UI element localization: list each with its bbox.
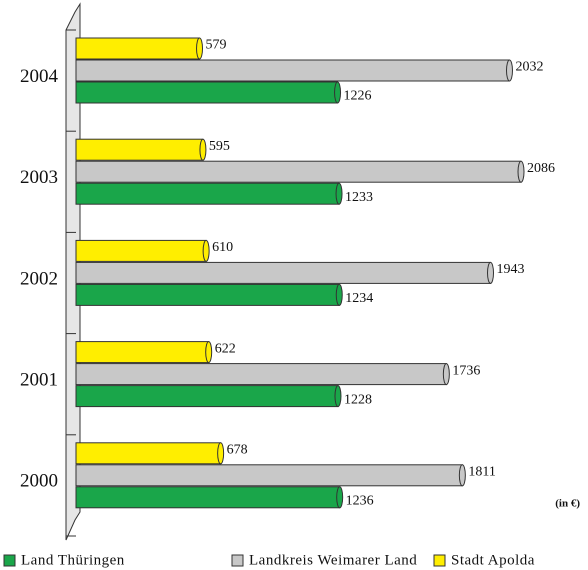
- value-label: 1736: [452, 363, 480, 378]
- unit-note: (in €): [555, 498, 580, 510]
- bar-cap: [505, 59, 513, 82]
- y-tick-label: 2003: [20, 167, 58, 188]
- bar: [75, 59, 510, 82]
- value-label: 1233: [345, 190, 373, 205]
- value-label: 1811: [468, 465, 495, 480]
- y-tick-label: 2004: [20, 66, 59, 87]
- bar-cap: [334, 385, 342, 408]
- legend-label: Landkreis Weimarer Land: [249, 552, 417, 568]
- bar: [75, 239, 207, 262]
- bar-cap: [205, 341, 213, 364]
- y-tick-label: 2002: [20, 268, 58, 289]
- bar: [75, 160, 522, 183]
- legend-label: Stadt Apolda: [451, 552, 535, 568]
- bar: [75, 182, 340, 205]
- legend-swatch: [3, 554, 16, 567]
- bar-cap: [199, 138, 207, 161]
- bar: [75, 385, 339, 408]
- value-label: 1234: [345, 291, 373, 306]
- legend-label: Land Thüringen: [21, 552, 125, 568]
- bar-cap: [458, 464, 466, 487]
- bar: [75, 138, 204, 161]
- bar: [75, 37, 201, 60]
- bar: [75, 283, 340, 306]
- bar-cap: [202, 239, 210, 262]
- bar: [75, 261, 492, 284]
- legend-swatch: [231, 554, 244, 567]
- value-label: 1236: [346, 494, 374, 509]
- bar-cap: [335, 182, 343, 205]
- value-label: 622: [215, 341, 236, 356]
- bar: [75, 464, 463, 487]
- bar: [75, 341, 210, 364]
- value-label: 678: [227, 443, 248, 458]
- bar: [75, 81, 339, 104]
- value-label: 2032: [515, 60, 543, 75]
- bar-cap: [335, 283, 343, 306]
- value-label: 1943: [497, 262, 525, 277]
- legend-swatch: [433, 554, 446, 567]
- value-label: 1226: [344, 89, 372, 104]
- bar-cap: [517, 160, 525, 183]
- bar-cap: [487, 261, 495, 284]
- value-label: 595: [209, 139, 230, 154]
- y-tick-label: 2001: [20, 369, 58, 390]
- y-tick-label: 2000: [20, 471, 58, 492]
- value-label: 2086: [527, 161, 555, 176]
- bar-cap: [336, 486, 344, 509]
- value-label: 610: [212, 240, 233, 255]
- value-label: 579: [206, 38, 227, 53]
- bar: [75, 442, 222, 465]
- bar: [75, 486, 341, 509]
- bar-cap: [442, 363, 450, 386]
- bar-cap: [334, 81, 342, 104]
- bar-cap: [196, 37, 204, 60]
- value-label: 1228: [344, 392, 372, 407]
- bar-cap: [217, 442, 225, 465]
- bar: [75, 363, 447, 386]
